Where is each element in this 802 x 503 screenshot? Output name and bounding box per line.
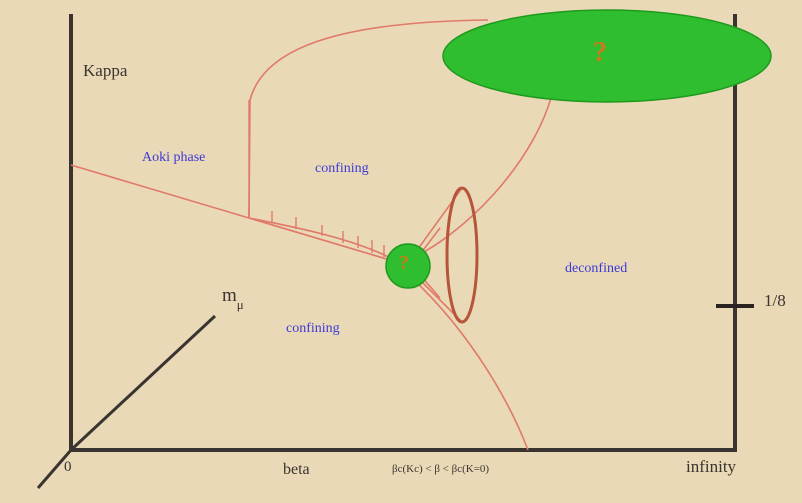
confining-upper-boundary bbox=[402, 81, 556, 263]
mass-axis-label: mμ bbox=[222, 285, 244, 311]
mass-m: m bbox=[222, 285, 237, 306]
beta-range-label: βc(Kc) < β < βc(K=0) bbox=[392, 463, 490, 475]
transition-ring bbox=[445, 186, 479, 324]
aoki-hatch-fill bbox=[248, 100, 401, 264]
mass-axis-extension bbox=[36, 449, 73, 489]
confining-lower-boundary bbox=[402, 269, 529, 451]
mid-question-mark: ? bbox=[399, 252, 409, 274]
kappa-label: Kappa bbox=[83, 61, 128, 80]
top-question-ellipse bbox=[442, 9, 772, 103]
aoki-outer-boundary bbox=[248, 19, 489, 219]
aoki-phase-label: Aoki phase bbox=[142, 150, 206, 165]
origin-label: 0 bbox=[64, 459, 72, 475]
top-question-mark: ? bbox=[593, 37, 607, 68]
deconfined-label: deconfined bbox=[565, 261, 628, 276]
beta-label: beta bbox=[283, 461, 310, 478]
infinity-label: infinity bbox=[686, 457, 737, 476]
mass-axis bbox=[69, 314, 217, 452]
mass-mu-subscript: μ bbox=[236, 297, 244, 312]
one-eighth-label: 1/8 bbox=[764, 291, 786, 310]
confining-lower-label: confining bbox=[286, 321, 340, 336]
mid-question-circle bbox=[385, 243, 431, 289]
confining-upper-label: confining bbox=[315, 161, 369, 176]
